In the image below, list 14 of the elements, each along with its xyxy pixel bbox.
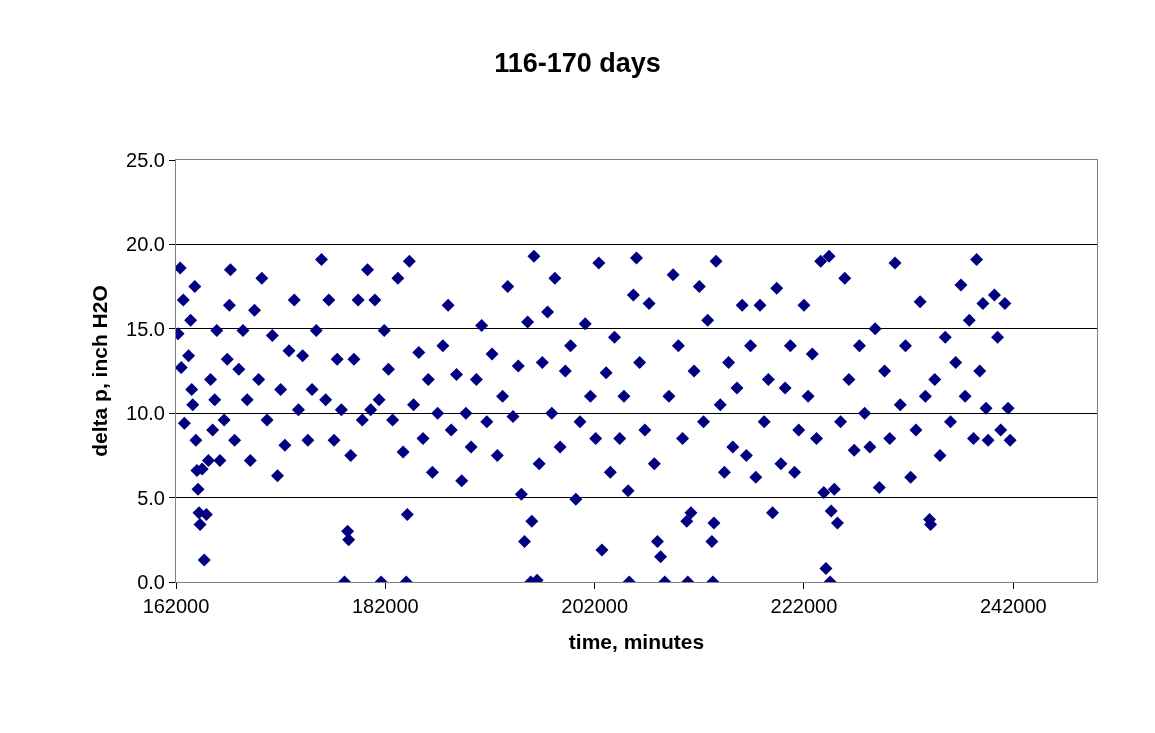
x-tick-label: 162000	[142, 595, 210, 617]
y-tick-label: 25.0	[126, 149, 165, 171]
x-tick-label: 182000	[351, 595, 419, 617]
x-tick-label: 202000	[561, 595, 629, 617]
y-axis-title: delta p, inch H2O	[88, 285, 112, 457]
y-tick-label: 0.0	[137, 571, 165, 593]
x-tick-label: 222000	[770, 595, 838, 617]
y-tick-label: 15.0	[126, 317, 165, 340]
y-tick-label: 20.0	[126, 233, 165, 256]
x-tick-label: 242000	[979, 595, 1047, 617]
y-tick-label: 5.0	[137, 486, 165, 509]
chart-title: 116-170 days	[494, 47, 661, 78]
y-tick-label: 10.0	[126, 402, 165, 425]
x-axis-title: time, minutes	[568, 630, 705, 654]
